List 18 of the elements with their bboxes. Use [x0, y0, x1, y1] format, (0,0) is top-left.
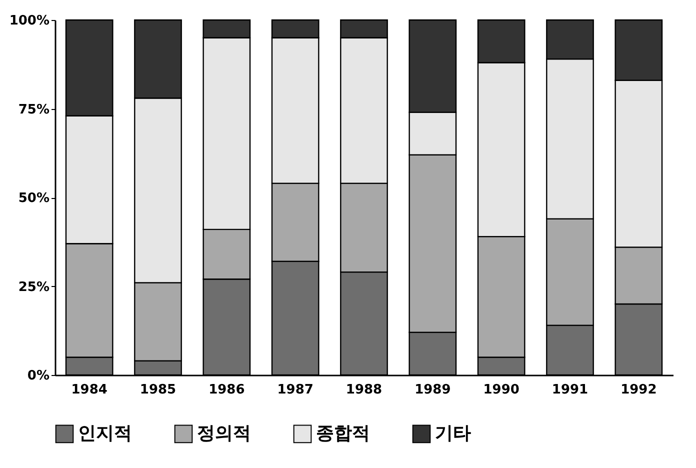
- y-tick-label: 50%: [18, 191, 50, 206]
- x-tick-label: 1987: [277, 382, 314, 398]
- x-tick-label: 1989: [414, 382, 451, 398]
- legend-label: 종합적: [316, 422, 370, 444]
- x-tick-label: 1986: [208, 382, 245, 398]
- legend-label: 인지적: [78, 422, 132, 444]
- x-tick-label: 1992: [620, 382, 657, 398]
- x-tick-label: 1990: [483, 382, 520, 398]
- x-tick-label: 1985: [140, 382, 176, 398]
- x-tick-label: 1988: [346, 382, 382, 398]
- y-tick-label: 0%: [27, 368, 50, 384]
- legend-label: 정의적: [197, 422, 251, 444]
- y-tick-label: 25%: [18, 280, 50, 295]
- legend-label: 기타: [435, 422, 471, 444]
- x-tick-label: 1984: [71, 382, 108, 398]
- y-tick-label: 100%: [9, 14, 50, 28]
- y-tick-label: 75%: [18, 102, 50, 118]
- x-tick-label: 1991: [552, 382, 588, 398]
